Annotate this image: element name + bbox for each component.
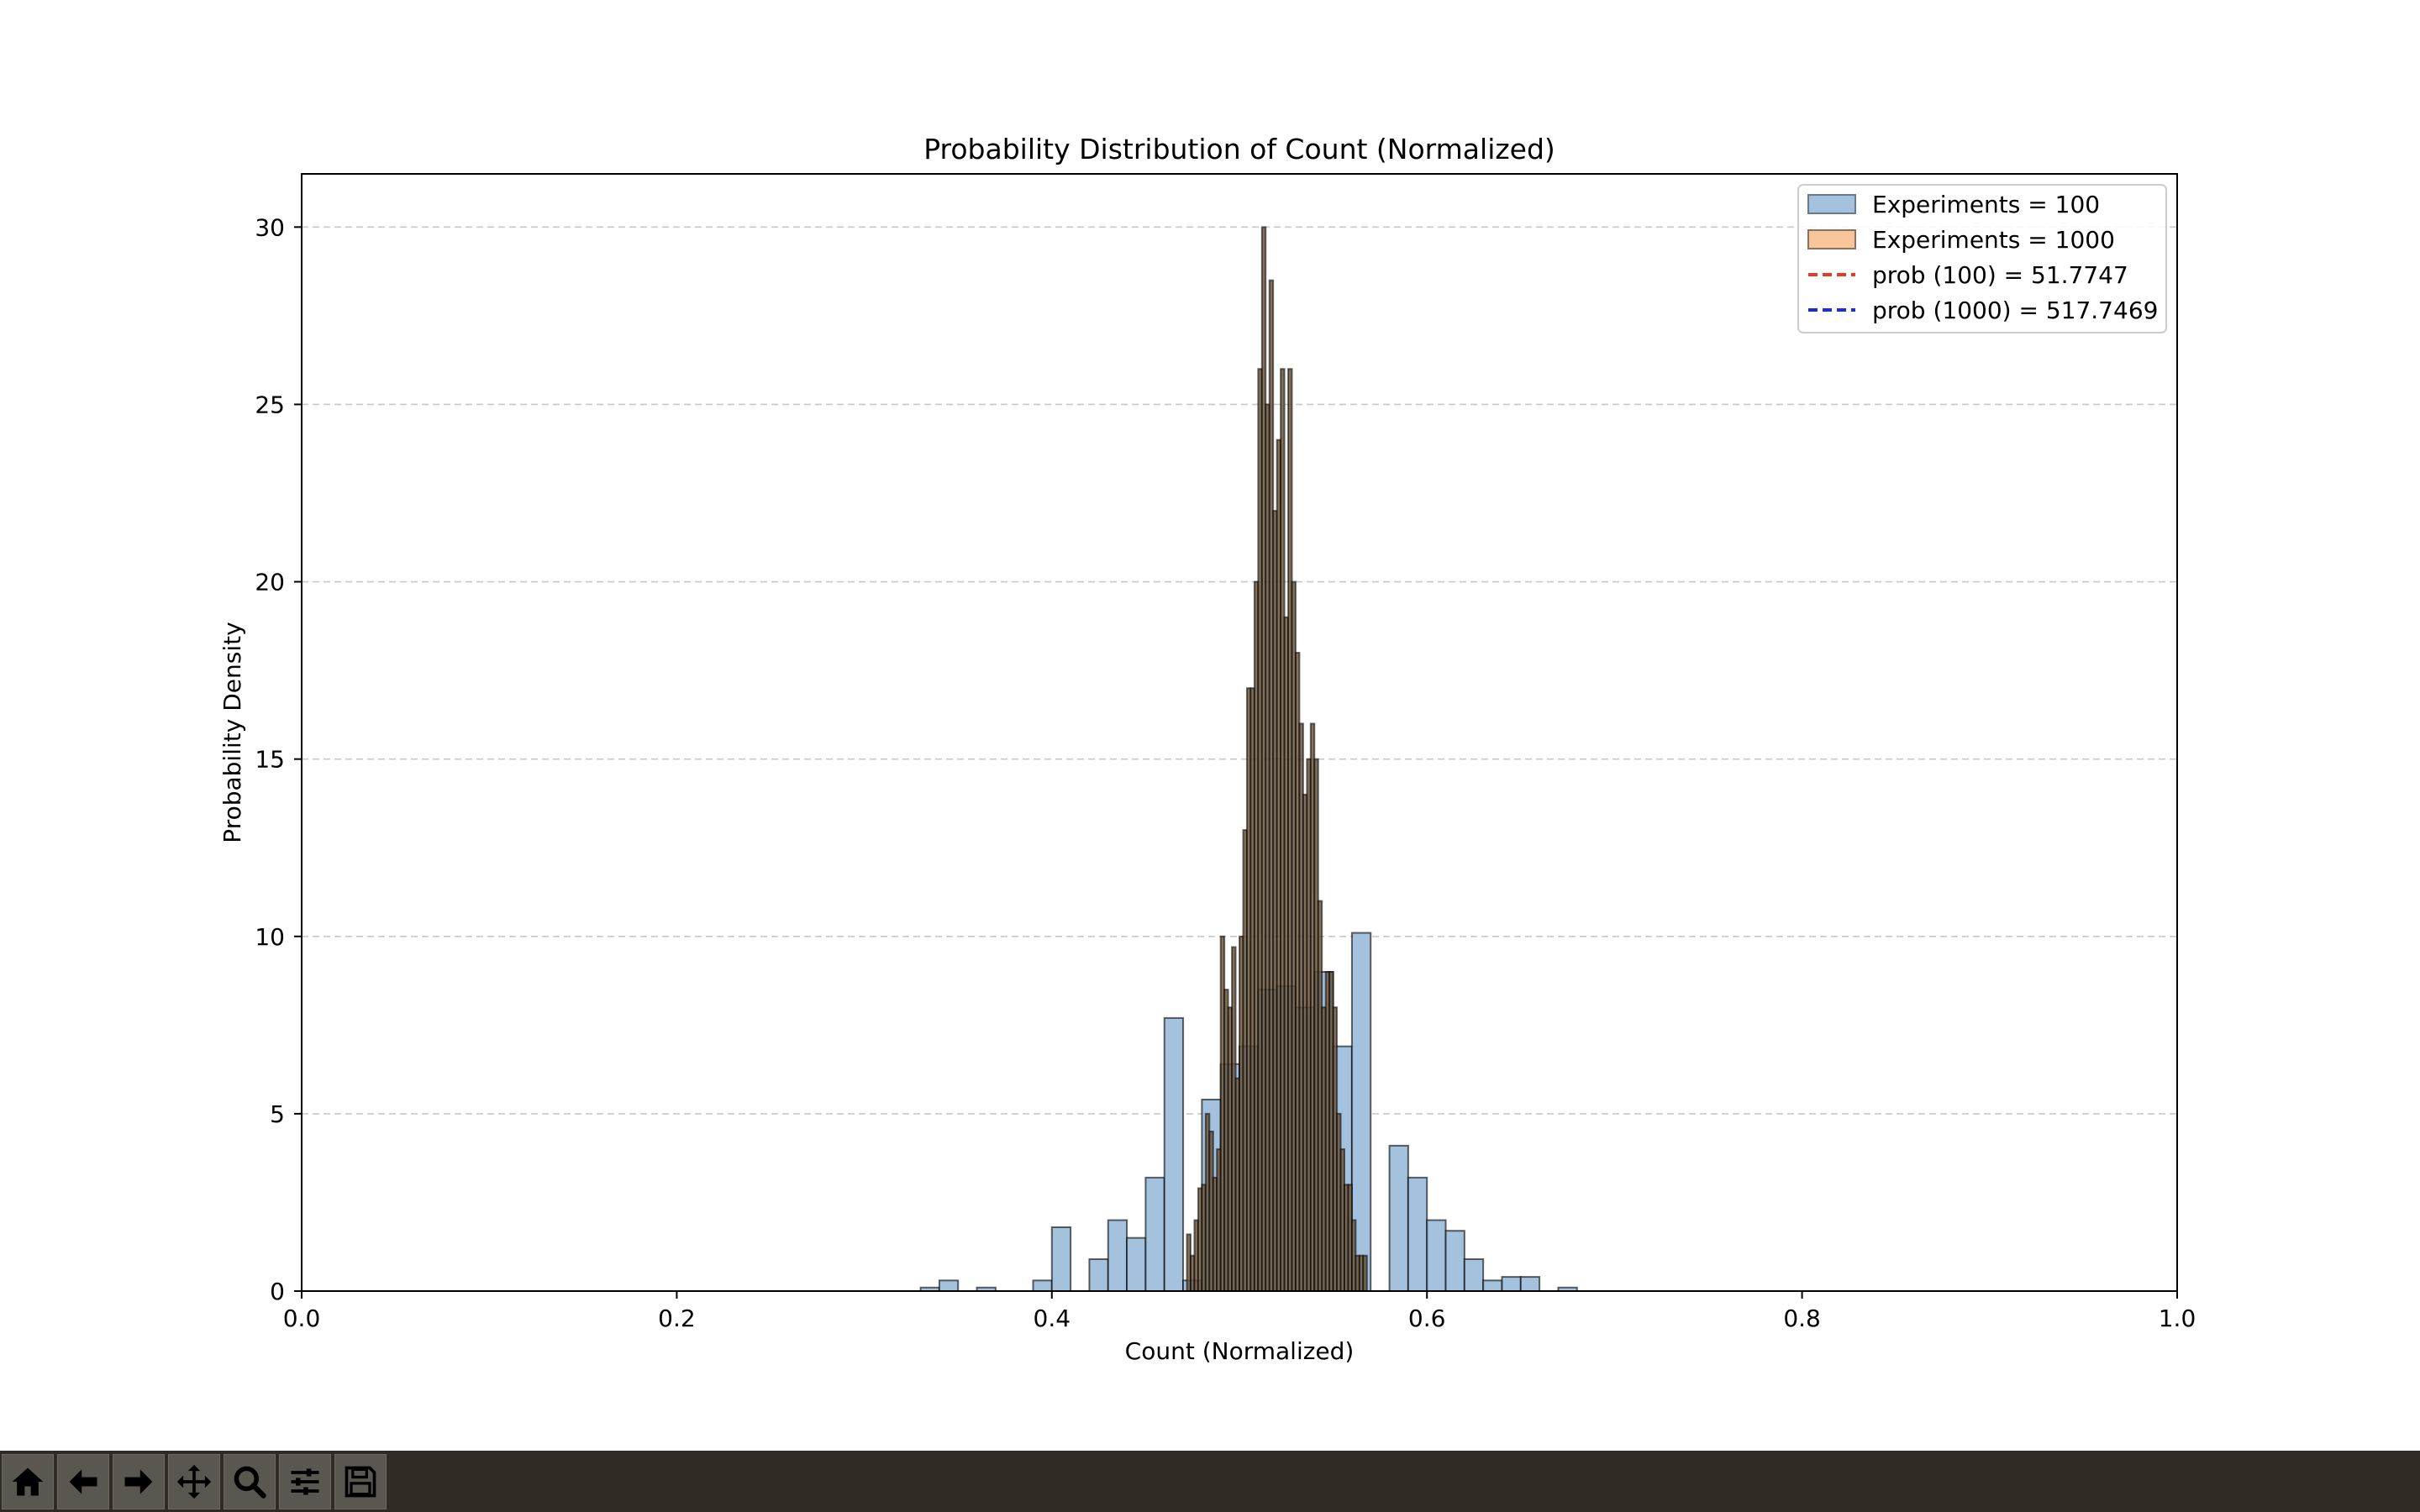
x-tick-label: 0.8 — [1783, 1305, 1821, 1332]
y-tick-label: 10 — [255, 923, 285, 951]
y-tick-label: 5 — [270, 1100, 285, 1128]
bar-experiments-100 — [1501, 1276, 1522, 1292]
legend-label-1000: Experiments = 1000 — [1872, 226, 2115, 254]
bar-experiments-100 — [1426, 1219, 1447, 1292]
bar-experiments-100 — [1463, 1258, 1485, 1292]
bar-experiments-1000 — [1362, 1254, 1368, 1293]
bar-experiments-100 — [1107, 1219, 1128, 1292]
y-tick-label: 15 — [255, 746, 285, 774]
arrow-right-icon — [124, 1468, 153, 1494]
zoom-button[interactable]: Zoom — [224, 1453, 276, 1509]
x-axis-ticks: 0.0 0.2 0.4 0.6 0.8 1.0 — [283, 1291, 2196, 1332]
home-button[interactable]: Home — [2, 1453, 54, 1509]
x-tick-label: 0.4 — [1034, 1305, 1071, 1332]
y-tick-label: 20 — [255, 569, 285, 596]
x-axis-label: Count (Normalized) — [1125, 1337, 1355, 1365]
legend-swatch-1000 — [1807, 229, 1856, 249]
move-icon — [176, 1464, 212, 1499]
plot-axes[interactable]: 0.0 0.2 0.4 0.6 0.8 1.0 0 5 10 15 20 25 30 — [255, 173, 2196, 1332]
zoom-icon — [234, 1466, 266, 1499]
y-tick-label: 0 — [270, 1278, 285, 1305]
chart-title: Probability Distribution of Count (Norma… — [923, 133, 1555, 165]
home-icon — [12, 1467, 44, 1495]
bar-experiments-100 — [1032, 1279, 1053, 1293]
x-tick-label: 0.2 — [658, 1305, 696, 1332]
bar-experiments-100 — [1050, 1226, 1072, 1292]
legend-label-prob-100: prob (100) = 51.7747 — [1872, 261, 2128, 289]
bar-experiments-100 — [1519, 1276, 1541, 1292]
legend-label-prob-1000: prob (1000) = 517.7469 — [1872, 297, 2158, 324]
x-tick-label: 1.0 — [2159, 1305, 2196, 1332]
pan-button[interactable]: Pan — [168, 1453, 220, 1509]
sliders-icon — [291, 1467, 319, 1495]
back-button[interactable]: Back — [57, 1453, 109, 1509]
bar-experiments-100 — [1444, 1230, 1465, 1292]
bar-experiments-100 — [1407, 1176, 1428, 1293]
bar-experiments-100 — [1088, 1258, 1109, 1292]
forward-button[interactable]: Forward — [113, 1453, 165, 1509]
axes-frame — [301, 173, 2178, 1292]
bar-experiments-100 — [1126, 1236, 1147, 1292]
y-axis-label: Probability Density — [218, 622, 246, 843]
y-tick-label: 30 — [255, 213, 285, 241]
chart-legend: Experiments = 100 Experiments = 1000 pro… — [1797, 184, 2167, 333]
navigation-toolbar: Home Back Forward Pan Zoom Configure sub… — [0, 1451, 2420, 1512]
legend-swatch-100 — [1807, 194, 1856, 214]
legend-box — [1797, 184, 2167, 333]
y-axis-ticks: 0 5 10 15 20 25 30 — [255, 213, 302, 1305]
bar-experiments-100 — [1482, 1279, 1503, 1293]
configure-subplots-button[interactable]: Configure subplots — [279, 1453, 331, 1509]
bar-experiments-100 — [1163, 1016, 1185, 1293]
arrow-left-icon — [69, 1468, 97, 1494]
figure-canvas: 0.0 0.2 0.4 0.6 0.8 1.0 0 5 10 15 20 25 30 Probabil… — [218, 133, 2196, 1365]
save-icon — [345, 1466, 376, 1497]
legend-label-100: Experiments = 100 — [1872, 191, 2100, 218]
bar-experiments-100 — [938, 1279, 960, 1293]
y-tick-label: 25 — [255, 391, 285, 418]
bar-experiments-100 — [1144, 1176, 1165, 1293]
save-button[interactable]: Save — [334, 1453, 387, 1509]
x-tick-label: 0.6 — [1408, 1305, 1446, 1332]
x-tick-label: 0.0 — [283, 1305, 321, 1332]
bar-experiments-100 — [1388, 1144, 1409, 1293]
